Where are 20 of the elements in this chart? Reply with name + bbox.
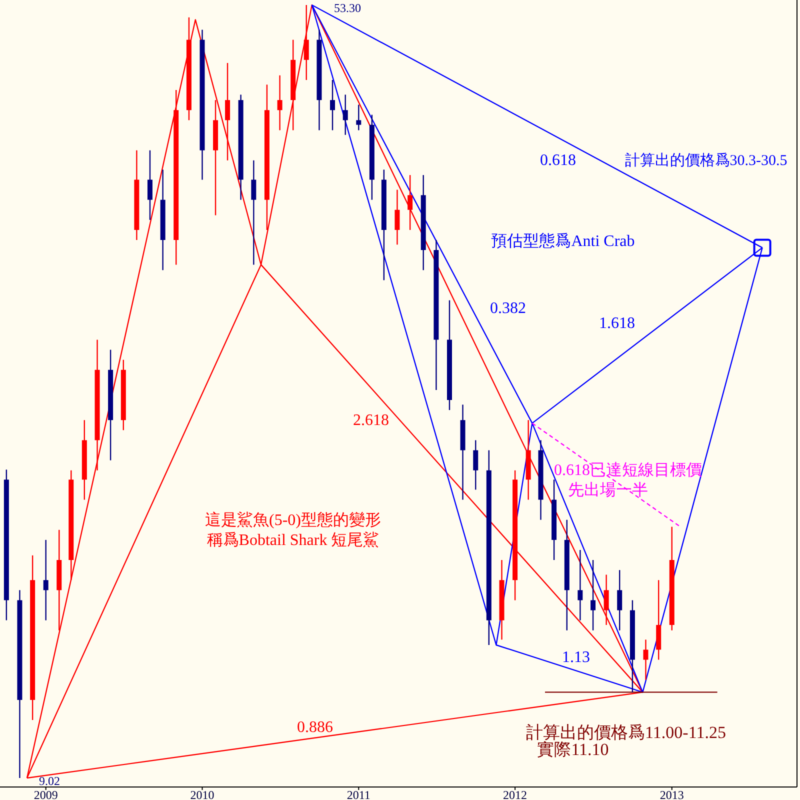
annotation: 計算出的價格爲30.3-30.5	[624, 152, 788, 169]
annotation: 0.618	[540, 152, 576, 169]
x-tick-label: 2012	[503, 788, 528, 800]
annotation: 0.886	[297, 719, 333, 736]
annotation: 計算出的價格爲11.00-11.25	[526, 723, 726, 742]
x-tick-label: 2011	[346, 788, 370, 800]
annotation: 實際11.10	[537, 740, 609, 759]
annotation: 1.13	[562, 649, 590, 666]
annotation: 這是鯊魚(5-0)型態的變形	[205, 511, 381, 529]
annotation: 0.618已達短線目標價	[554, 461, 702, 479]
annotation: 53.30	[334, 1, 361, 15]
x-tick-label: 2013	[660, 788, 684, 800]
x-tick-label: 2010	[190, 788, 214, 800]
annotation: 0.382	[490, 300, 526, 317]
annotation: 1.618	[599, 315, 635, 332]
annotation: 9.02	[38, 774, 60, 788]
x-tick-label: 2009	[34, 788, 58, 800]
annotation: 預估型態爲Anti Crab	[491, 232, 635, 250]
annotation: 2.618	[353, 412, 389, 429]
annotation: 稱爲Bobtail Shark 短尾鯊	[206, 531, 380, 549]
